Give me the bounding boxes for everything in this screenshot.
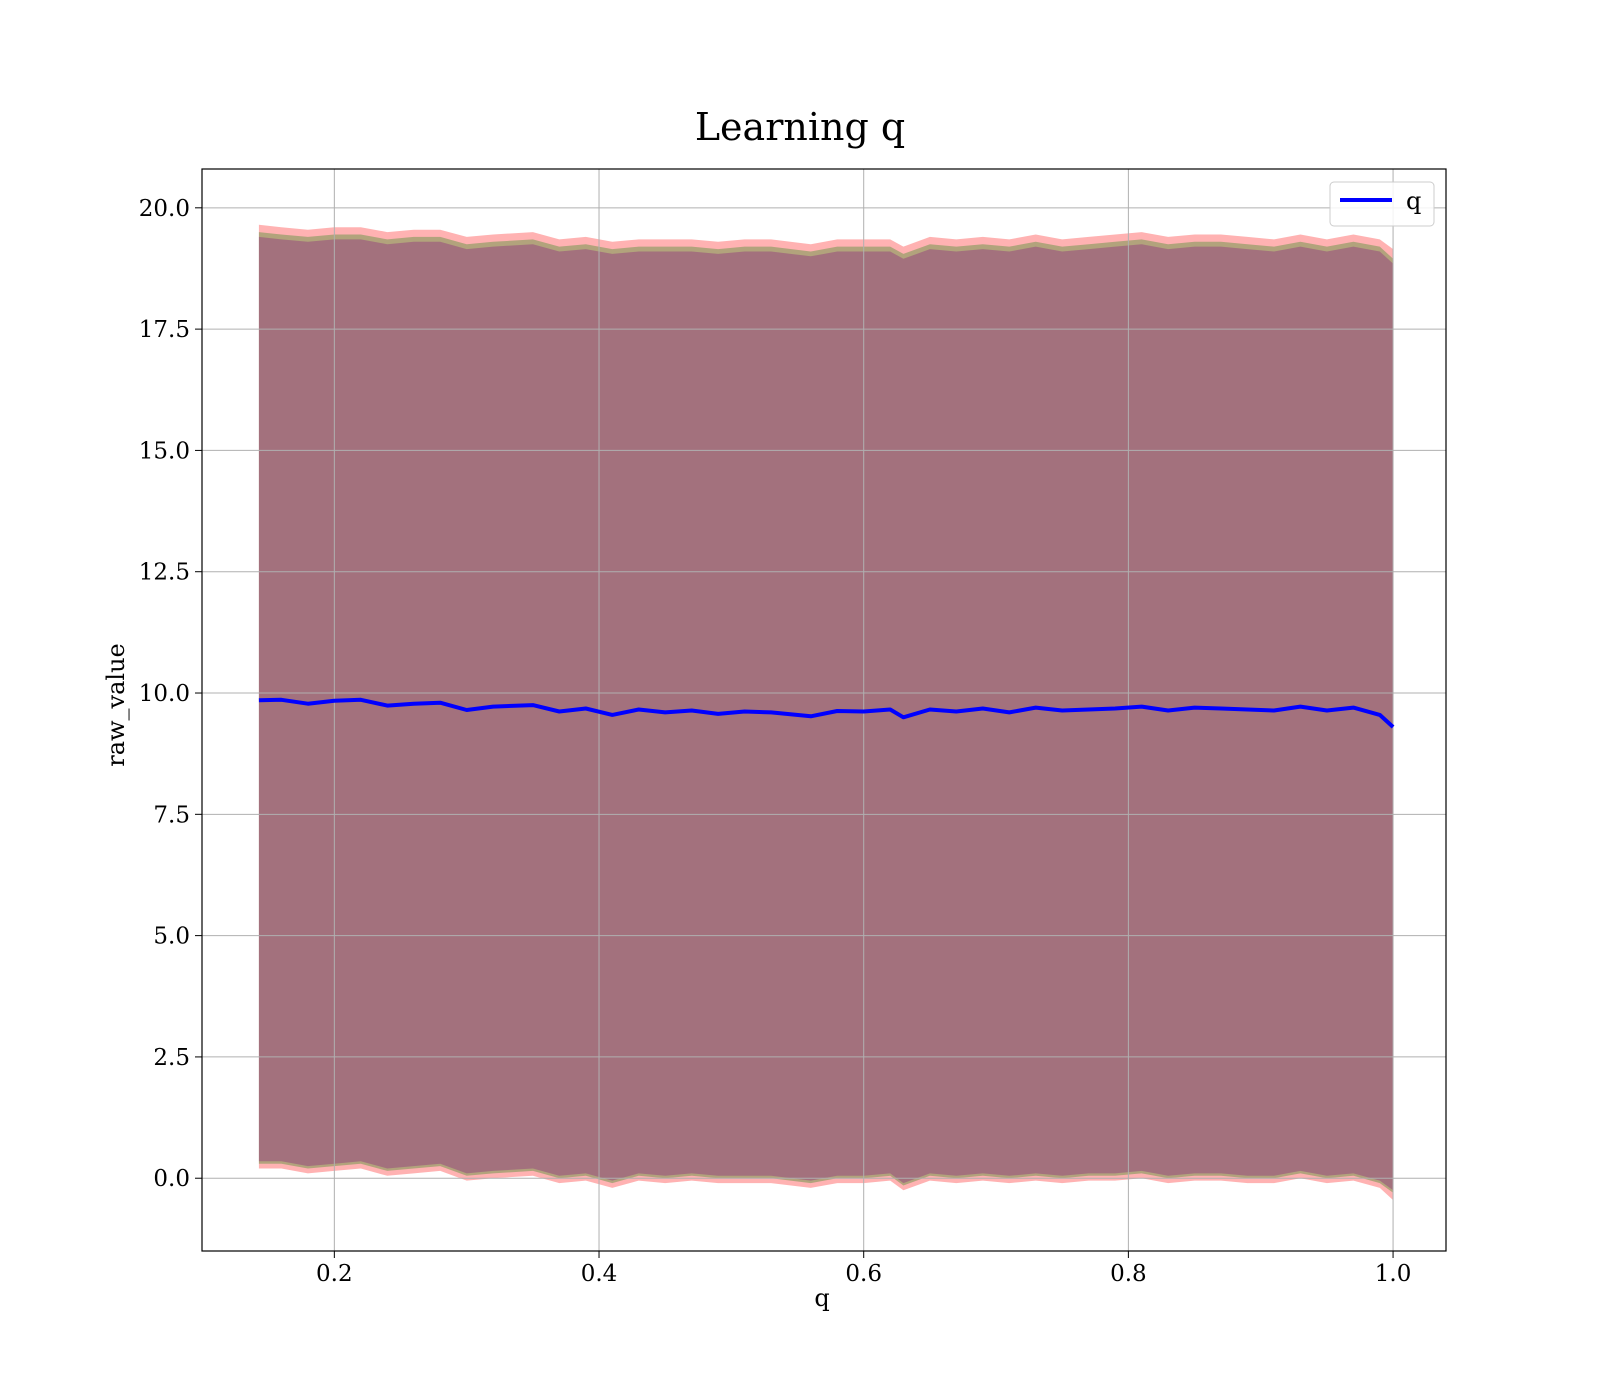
confidence-bands	[258, 224, 1394, 1201]
y-tick-label: 17.5	[139, 317, 190, 343]
y-tick-label: 2.5	[153, 1045, 190, 1071]
x-tick-label: 0.6	[845, 1261, 882, 1287]
legend-box	[1329, 181, 1435, 227]
axis-ticks: 0.2 0.4 0.6 0.8 1.0 0.0 2.5 5.0 7.5 10.0 12.5 15.0 1…	[139, 196, 1412, 1287]
series-lines	[258, 697, 1395, 729]
y-tick-label: 12.5	[139, 560, 190, 586]
x-tick-label: 0.4	[581, 1261, 618, 1287]
x-axis-label: q	[814, 1284, 829, 1312]
y-tick-label: 5.0	[153, 924, 190, 950]
y-tick-label: 7.5	[153, 802, 190, 828]
axes-frame	[201, 168, 1447, 1252]
y-tick-label: 0.0	[153, 1166, 190, 1192]
legend: q	[1329, 181, 1435, 227]
y-axis-label: raw_value	[102, 643, 130, 767]
grid-lines	[202, 169, 1446, 1251]
y-tick-label: 20.0	[139, 196, 190, 222]
y-tick-label: 15.0	[139, 438, 190, 464]
x-tick-label: 0.8	[1110, 1261, 1147, 1287]
series-line-q	[258, 697, 1395, 729]
x-tick-label: 1.0	[1375, 1261, 1412, 1287]
y-tick-label: 10.0	[139, 681, 190, 707]
chart-title: Learning q	[695, 105, 905, 149]
x-tick-label: 0.2	[316, 1261, 353, 1287]
legend-label-q: q	[1406, 187, 1421, 215]
